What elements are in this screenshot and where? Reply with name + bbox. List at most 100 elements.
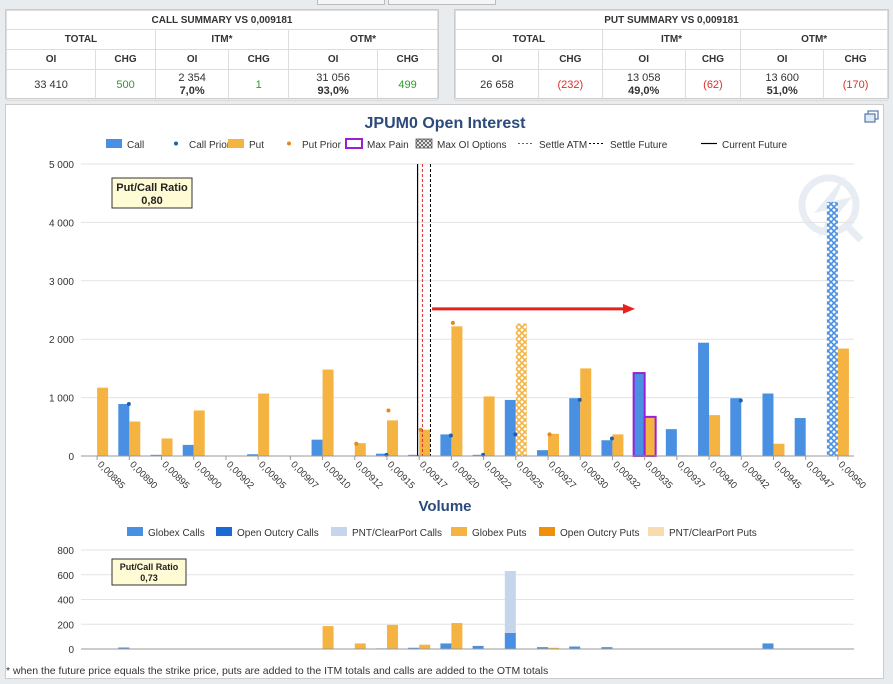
legend-volume-swatch: [648, 527, 664, 536]
call-bar: [537, 450, 549, 456]
call-bar: [118, 404, 130, 456]
put-bar: [612, 434, 624, 456]
x-tick-label: 0,00930: [578, 459, 610, 491]
volume-put-bar: [322, 626, 334, 649]
put-group-total: TOTAL: [455, 29, 603, 50]
call-prior-dot: [577, 397, 582, 402]
trend-arrow-head: [622, 303, 635, 314]
call-group-total: TOTAL: [6, 29, 156, 50]
put-otm-chg: (170): [823, 69, 888, 101]
y-tick-label: 1 000: [49, 394, 74, 405]
put-prior-dot: [450, 320, 455, 325]
put-bar: [837, 348, 849, 456]
put-bar: [322, 369, 334, 456]
call-group-otm: OTM*: [288, 29, 438, 50]
call-bar: [408, 454, 420, 456]
legend-put-prior-swatch: [287, 141, 291, 146]
call-bar: [826, 201, 838, 456]
footnote: * when the future price equals the strik…: [6, 665, 548, 677]
volume-put-bar: [419, 644, 431, 649]
x-tick-label: 0,00925: [514, 459, 546, 491]
call-itm-oi-cell: 2 354 7,0%: [154, 69, 230, 101]
callout-label: Put/Call Ratio: [116, 182, 188, 194]
put-bar: [643, 415, 657, 458]
chart-panel: JPUM0 Open Interest Call Call Prior Put Put…: [5, 104, 884, 679]
toolbar-button-right[interactable]: [388, 0, 496, 5]
put-group-otm: OTM*: [740, 29, 888, 50]
put-bar: [548, 433, 560, 456]
x-tick-label: 0,00910: [320, 459, 352, 491]
put-prior-dot: [354, 441, 359, 446]
chart-title: JPUM0 Open Interest: [365, 115, 527, 132]
legend-volume-swatch: [539, 527, 555, 536]
put-bar: [709, 415, 721, 456]
put-total-oi: 26 658: [455, 69, 539, 101]
legend-volume-swatch: [127, 527, 143, 536]
put-prior-dot: [547, 432, 552, 437]
put-prior-dot: [386, 408, 391, 413]
call-bar: [601, 440, 613, 456]
call-summary-table: CALL SUMMARY VS 0,009181 TOTAL ITM* OTM*…: [5, 10, 438, 101]
callout-value: 0,73: [140, 573, 158, 583]
legend-label: Open Outcry Puts: [560, 528, 639, 539]
col-header: OI: [288, 49, 379, 70]
call-prior-dot: [448, 433, 453, 438]
volume-title: Volume: [418, 498, 471, 515]
call-prior-dot: [609, 436, 614, 441]
call-bar: [794, 418, 806, 456]
y-tick-label: 4 000: [49, 218, 74, 229]
call-bar: [182, 444, 194, 456]
x-tick-label: 0,00902: [224, 459, 256, 491]
legend-label: Current Future: [722, 140, 787, 151]
volume-put-bar: [386, 624, 398, 649]
legend-put-swatch: [228, 139, 244, 148]
call-bar: [698, 342, 710, 456]
x-tick-label: 0,00927: [546, 459, 578, 491]
x-tick-label: 0,00885: [95, 459, 127, 491]
call-group-itm: ITM*: [154, 29, 290, 50]
callout-label: Put/Call Ratio: [120, 562, 179, 572]
put-bar: [258, 393, 270, 456]
x-tick-label: 0,00895: [159, 459, 191, 491]
legend-label: Settle Future: [610, 140, 668, 151]
volume-call-bar: [440, 643, 452, 649]
put-summary-title: PUT SUMMARY VS 0,009181: [455, 10, 888, 30]
put-bar: [161, 438, 173, 456]
x-tick-label: 0,00935: [643, 459, 675, 491]
callout-value: 0,80: [141, 195, 162, 207]
legend-max-pain-swatch: [345, 138, 363, 149]
put-otm-oi-cell: 13 600 51,0%: [740, 69, 825, 101]
y-tick-label: 3 000: [49, 277, 74, 288]
legend-label: Call: [127, 140, 144, 151]
y-tick-label: 400: [57, 596, 74, 607]
col-header: OI: [154, 49, 230, 70]
toolbar-button-left[interactable]: [317, 0, 385, 5]
volume-call-bar: [504, 632, 516, 649]
call-bar: [472, 454, 484, 456]
window-restore-icon[interactable]: [864, 110, 879, 123]
legend-label: PNT/ClearPort Puts: [669, 528, 757, 539]
call-prior-dot: [738, 398, 743, 403]
put-bar: [97, 387, 109, 456]
legend-label: PNT/ClearPort Calls: [352, 528, 442, 539]
put-otm-pct: 51,0%: [766, 85, 798, 97]
volume-call-bar: [537, 647, 549, 649]
y-tick-label: 200: [57, 620, 74, 631]
put-bar: [193, 410, 205, 456]
call-bar: [375, 453, 387, 456]
legend-label: Put: [249, 140, 264, 151]
legend-label: Globex Puts: [472, 528, 526, 539]
y-tick-label: 5 000: [49, 160, 74, 171]
call-total-oi: 33 410: [5, 69, 97, 101]
call-total-chg: 500: [95, 69, 156, 101]
legend-volume-swatch: [451, 527, 467, 536]
call-bar: [665, 429, 677, 456]
put-bar: [386, 420, 398, 456]
legend-volume-swatch: [331, 527, 347, 536]
call-otm-oi-cell: 31 056 93,0%: [288, 69, 379, 101]
col-header: OI: [455, 49, 539, 70]
x-tick-label: 0,00917: [417, 459, 449, 491]
put-summary-table: PUT SUMMARY VS 0,009181 TOTAL ITM* OTM* …: [455, 10, 888, 101]
col-header: OI: [601, 49, 686, 70]
put-total-chg: (232): [537, 69, 603, 101]
